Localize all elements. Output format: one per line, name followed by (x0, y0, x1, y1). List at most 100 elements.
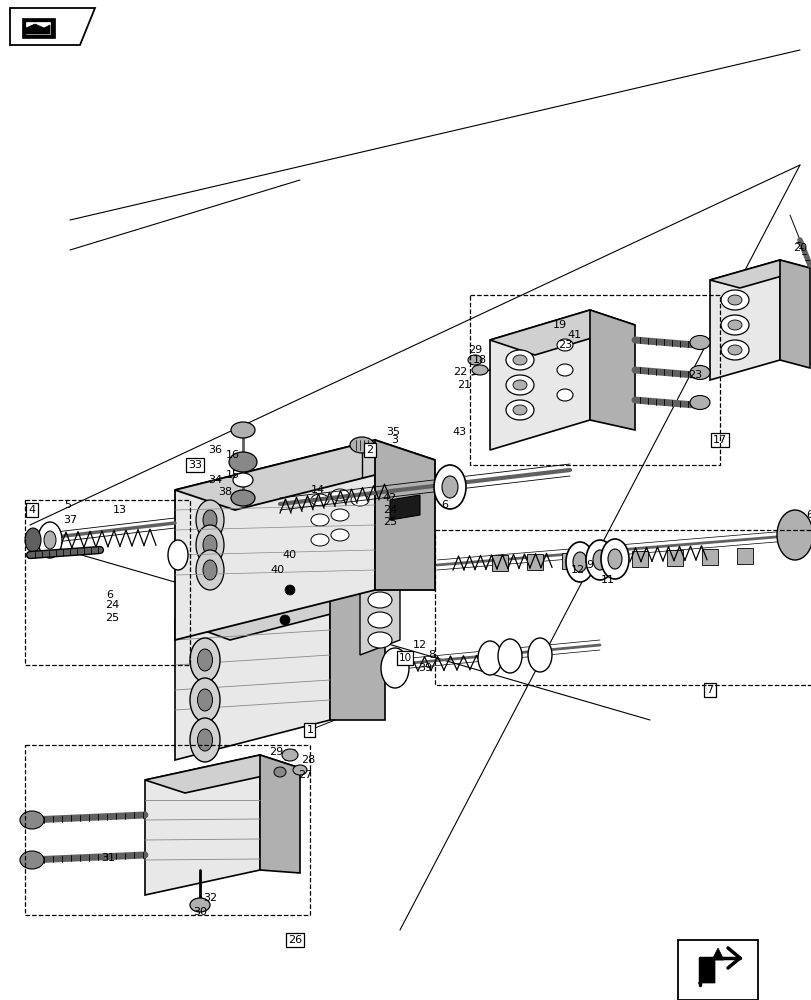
Ellipse shape (367, 632, 392, 648)
Ellipse shape (203, 510, 217, 530)
Polygon shape (736, 548, 752, 564)
Polygon shape (310, 560, 340, 590)
Polygon shape (596, 552, 612, 568)
Polygon shape (702, 549, 717, 565)
Ellipse shape (195, 500, 224, 540)
Polygon shape (697, 948, 723, 983)
Ellipse shape (367, 612, 392, 628)
Ellipse shape (203, 560, 217, 580)
Polygon shape (489, 310, 590, 450)
Ellipse shape (280, 615, 290, 625)
Ellipse shape (197, 729, 212, 751)
Ellipse shape (230, 490, 255, 506)
Text: 12: 12 (570, 565, 585, 575)
Text: 22: 22 (453, 367, 466, 377)
Ellipse shape (311, 514, 328, 526)
Ellipse shape (380, 648, 409, 688)
Text: 23: 23 (557, 340, 572, 350)
Ellipse shape (233, 473, 253, 487)
Ellipse shape (556, 364, 573, 376)
Polygon shape (491, 555, 508, 571)
Text: 20: 20 (792, 243, 806, 253)
Text: 6: 6 (441, 500, 448, 510)
Text: 6: 6 (805, 510, 811, 520)
Polygon shape (590, 310, 634, 430)
Ellipse shape (720, 290, 748, 310)
Ellipse shape (230, 422, 255, 438)
Ellipse shape (600, 539, 629, 579)
Text: 26: 26 (288, 935, 302, 945)
Text: 16: 16 (225, 450, 240, 460)
Text: 21: 21 (457, 380, 470, 390)
Text: 23: 23 (687, 370, 702, 380)
Ellipse shape (689, 395, 709, 410)
Ellipse shape (281, 749, 298, 761)
Ellipse shape (505, 375, 534, 395)
Ellipse shape (293, 765, 307, 775)
Text: 30: 30 (193, 907, 207, 917)
Polygon shape (230, 560, 340, 590)
Text: 33: 33 (188, 460, 202, 470)
Ellipse shape (727, 320, 741, 330)
Ellipse shape (190, 898, 210, 912)
Ellipse shape (573, 552, 586, 572)
Ellipse shape (285, 585, 294, 595)
Text: 43: 43 (453, 427, 466, 437)
Ellipse shape (44, 531, 56, 549)
Text: 25: 25 (105, 613, 119, 623)
Ellipse shape (565, 542, 594, 582)
Polygon shape (26, 24, 50, 34)
Ellipse shape (195, 550, 224, 590)
Ellipse shape (478, 641, 501, 675)
Text: 39: 39 (418, 663, 431, 673)
Ellipse shape (311, 494, 328, 506)
Ellipse shape (197, 649, 212, 671)
Ellipse shape (513, 380, 526, 390)
Polygon shape (666, 550, 682, 566)
Ellipse shape (513, 405, 526, 415)
Text: 27: 27 (298, 770, 311, 780)
Polygon shape (175, 440, 375, 640)
Ellipse shape (467, 355, 482, 365)
Text: 29: 29 (467, 345, 482, 355)
Polygon shape (375, 440, 435, 590)
Ellipse shape (197, 689, 212, 711)
Text: 32: 32 (203, 893, 217, 903)
Text: 18: 18 (472, 355, 487, 365)
Text: 28: 28 (301, 755, 315, 765)
Text: 40: 40 (271, 565, 285, 575)
Ellipse shape (190, 718, 220, 762)
Text: 10: 10 (398, 653, 411, 663)
Text: 29: 29 (268, 747, 283, 757)
Ellipse shape (195, 525, 224, 565)
Ellipse shape (190, 638, 220, 682)
Ellipse shape (331, 529, 349, 541)
Text: 3: 3 (391, 435, 398, 445)
Ellipse shape (20, 811, 44, 829)
Text: 6: 6 (106, 590, 114, 600)
Text: 19: 19 (552, 320, 566, 330)
Ellipse shape (586, 540, 613, 580)
Polygon shape (709, 260, 809, 288)
Text: 12: 12 (413, 640, 427, 650)
Text: 13: 13 (113, 505, 127, 515)
Polygon shape (526, 554, 543, 570)
Text: 35: 35 (385, 427, 400, 437)
Polygon shape (175, 440, 435, 510)
Polygon shape (145, 755, 260, 895)
Ellipse shape (720, 340, 748, 360)
Ellipse shape (527, 638, 551, 672)
Ellipse shape (38, 522, 62, 558)
Ellipse shape (556, 389, 573, 401)
Text: 17: 17 (712, 435, 726, 445)
Ellipse shape (331, 489, 349, 501)
Bar (25, 745, 310, 915)
Ellipse shape (607, 549, 621, 569)
Polygon shape (631, 551, 647, 567)
Ellipse shape (689, 336, 709, 350)
Ellipse shape (273, 767, 285, 777)
Polygon shape (389, 495, 419, 520)
Polygon shape (489, 310, 634, 355)
Bar (435, 530, 811, 685)
Ellipse shape (350, 494, 368, 506)
